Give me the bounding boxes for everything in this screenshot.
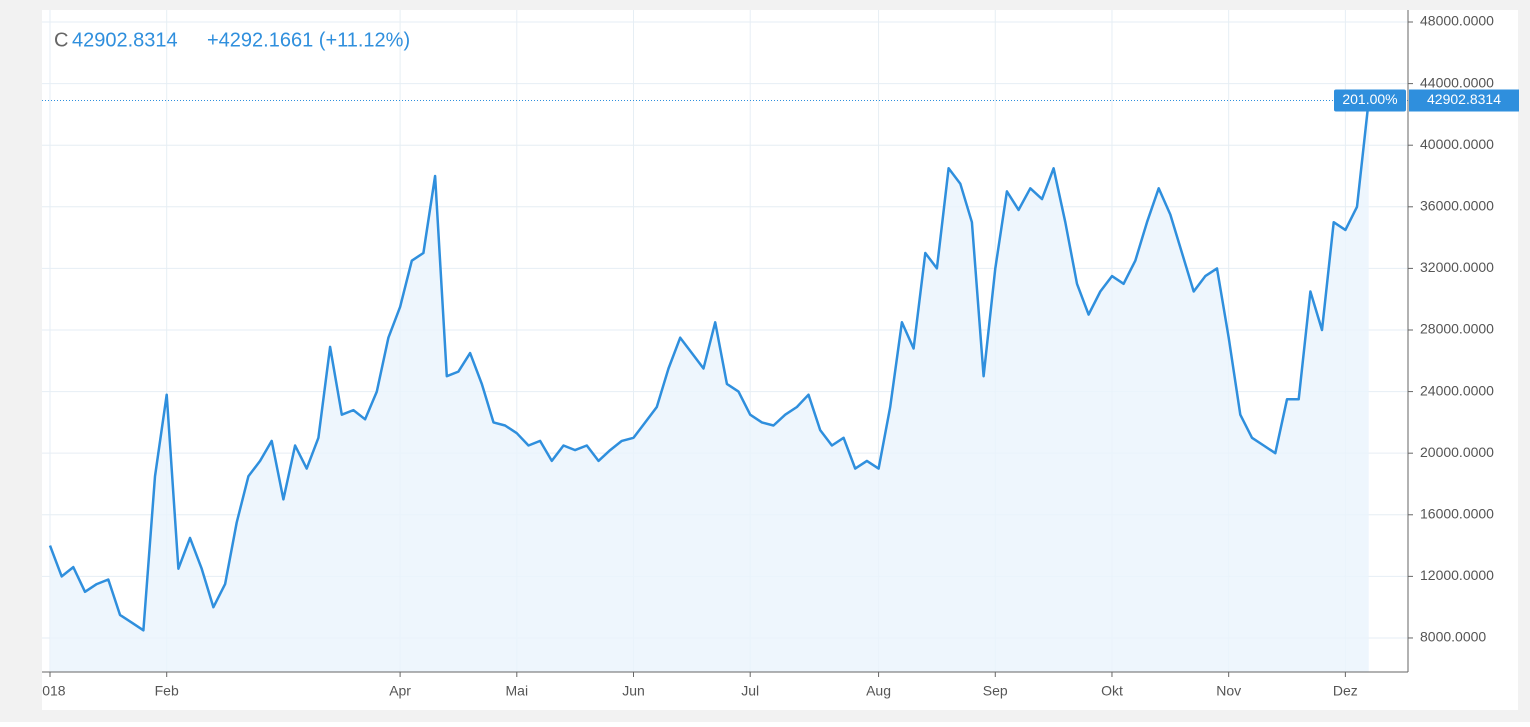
y-tick-label: 16000.0000 xyxy=(1420,505,1494,521)
y-tick-label: 32000.0000 xyxy=(1420,259,1494,275)
x-tick-label: Okt xyxy=(1101,683,1123,699)
x-labels: 2018 Feb Apr Mai Jun Jul Aug Sep Okt Nov Dez xyxy=(34,672,1358,699)
y-labels: 8000.0000 12000.0000 16000.0000 20000.0000 2… xyxy=(1408,13,1494,645)
plot xyxy=(42,100,1408,672)
percent-badge xyxy=(1334,89,1406,112)
y-tick-label: 44000.0000 xyxy=(1420,74,1494,90)
percent-label: 201.00% xyxy=(1342,91,1397,107)
x-tick-label: Jun xyxy=(622,683,645,699)
price-label: 42902.8314 xyxy=(1427,91,1501,107)
x-tick-label: Jul xyxy=(741,683,759,699)
x-tick-label: Feb xyxy=(155,683,179,699)
x-tick-label: Nov xyxy=(1216,683,1241,699)
line xyxy=(48,100,1370,632)
change: +4292.1661 (+11.12%) xyxy=(207,29,410,51)
x-tick-label: Apr xyxy=(389,683,411,699)
y-tick-label: 8000.0000 xyxy=(1420,629,1486,645)
x-tick-label: Mai xyxy=(506,683,529,699)
x-tick-label: 2018 xyxy=(34,683,65,699)
x-tick-label: Aug xyxy=(866,683,891,699)
badges: 201.00% 42902.8314 xyxy=(1334,89,1519,112)
symbol: C xyxy=(54,29,68,51)
area xyxy=(50,100,1369,672)
last-value: 42902.8314 xyxy=(72,29,178,51)
y-tick-label: 12000.0000 xyxy=(1420,567,1494,583)
x-tick-label: Sep xyxy=(983,683,1008,699)
y-tick-label: 48000.0000 xyxy=(1420,13,1494,29)
y-tick-label: 20000.0000 xyxy=(1420,444,1494,460)
y-tick-label: 28000.0000 xyxy=(1420,321,1494,337)
price-badge xyxy=(1409,89,1519,112)
y-tick-label: 24000.0000 xyxy=(1420,382,1494,398)
y-tick-label: 40000.0000 xyxy=(1420,136,1494,152)
x-tick-label: Dez xyxy=(1333,683,1358,699)
y-tick-label: 36000.0000 xyxy=(1420,198,1494,214)
